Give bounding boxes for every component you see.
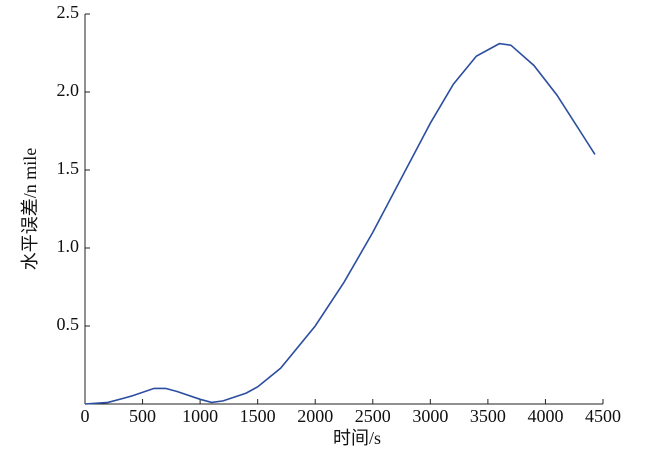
x-tick-label: 0 [81,406,90,426]
x-tick-label: 2000 [297,406,333,426]
x-tick-label: 2500 [355,406,391,426]
y-axis-label: 水平误差/n mile [20,148,40,271]
x-tick-label: 3500 [470,406,506,426]
y-tick-label: 2.0 [57,80,80,100]
y-tick-label: 0.5 [57,314,80,334]
y-tick-label: 1.0 [57,236,80,256]
x-tick-label: 3000 [412,406,448,426]
x-tick-label: 4500 [585,406,621,426]
y-tick-label: 2.5 [57,2,80,22]
x-tick-label: 4000 [527,406,563,426]
data-line [84,42,596,405]
x-tick-label: 1500 [240,406,276,426]
y-tick-label: 1.5 [57,158,80,178]
x-tick-label: 500 [129,406,156,426]
x-tick-label: 1000 [182,406,218,426]
x-axis-label: 时间/s [333,428,381,448]
